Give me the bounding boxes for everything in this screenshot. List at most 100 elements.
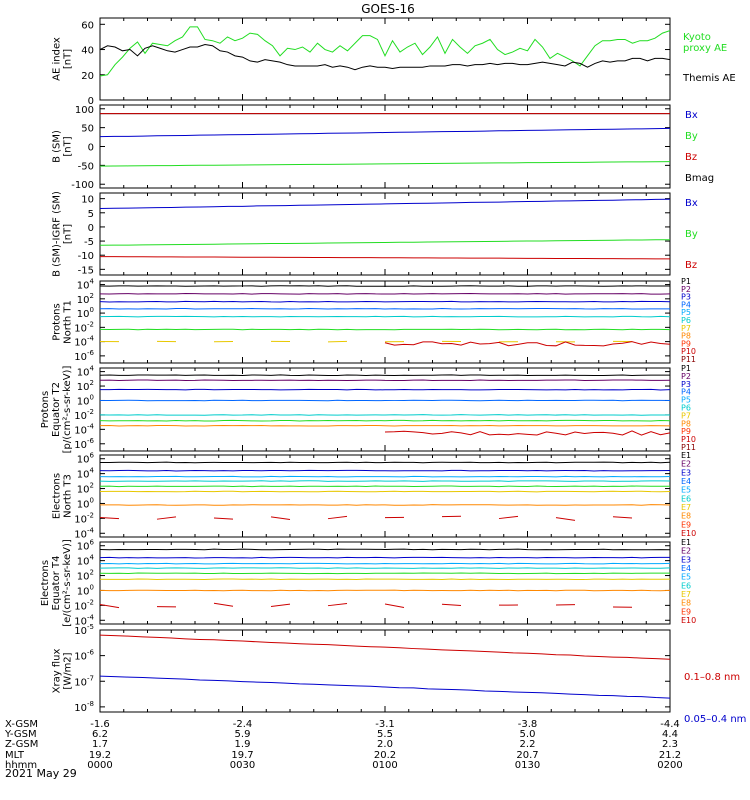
- x-cell: 5.9: [235, 729, 251, 740]
- y-tick-label: -50: [78, 161, 94, 172]
- series-group: [100, 285, 670, 347]
- y-tick-label: 10-2: [74, 320, 94, 334]
- series-group: [100, 113, 670, 167]
- y-tick-label: 102: [77, 482, 94, 496]
- legend-entry: Kyoto: [683, 32, 711, 43]
- panel-bigrf: B (SM)-IGRF (SM) [nT] 10 5 0 -5 -10 -15 Bx By Bz: [52, 191, 698, 277]
- y-axis-label: [nT]: [63, 224, 74, 244]
- series-line-P5: [100, 414, 670, 416]
- series-segment-E10: [327, 515, 348, 520]
- y-tick-label: 20: [81, 71, 94, 82]
- panel-frame: [99, 17, 671, 101]
- x-cell: 19.7: [231, 750, 253, 761]
- x-cell: 1.9: [235, 739, 251, 750]
- legend-E1: E1: [681, 451, 691, 460]
- y-axis-label: Electrons: [40, 560, 51, 606]
- legend-P2: P2: [681, 285, 691, 294]
- x-cell: 19.2: [89, 750, 111, 761]
- y-tick-label: -5: [84, 237, 94, 248]
- legend-P3: P3: [681, 380, 691, 389]
- legend-entry: Bmag: [685, 173, 714, 184]
- legend-P7: P7: [681, 324, 691, 333]
- series-group: [100, 198, 670, 260]
- y-axis-label: [nT]: [63, 136, 74, 156]
- legend-entry: 0.1–0.8 nm: [684, 672, 740, 683]
- legend-E4: E4: [681, 477, 691, 486]
- legend-E7: E7: [681, 590, 691, 599]
- x-row-label: MLT: [5, 750, 25, 761]
- x-cell: 0030: [230, 760, 255, 771]
- y-axis-label: [W/m2]: [63, 652, 74, 689]
- legend-P11: P11: [681, 355, 696, 364]
- series-line-P3: [100, 300, 670, 303]
- legend-entry: Themis AE: [682, 73, 736, 84]
- legend-P9: P9: [681, 427, 691, 436]
- series-line-P1: [100, 285, 670, 287]
- y-tick-label: 10-4: [74, 613, 94, 627]
- series-line-P6: [100, 328, 670, 331]
- series-line-Bx: [100, 198, 670, 210]
- legend-P10: P10: [681, 347, 696, 356]
- x-row-label: hhmm: [5, 760, 37, 771]
- x-cell: 20.7: [516, 750, 538, 761]
- y-tick-label: 100: [75, 105, 94, 116]
- x-cell: 0100: [372, 760, 397, 771]
- series-line-P1: [100, 374, 670, 377]
- plot-title: GOES-16: [361, 2, 415, 16]
- series-line-Themis AE: [100, 43, 670, 71]
- legend-entry: Bz: [685, 152, 697, 163]
- series-line-P10: [384, 430, 670, 436]
- series-line-E6: [100, 578, 670, 581]
- series-line-0.1-0.8 nm: [100, 634, 670, 660]
- legend-entry: Bx: [685, 198, 698, 209]
- panel-xray: Xray flux [W/m2] 10-5 10-6 10-7 10-8 0.1–0.8 n…: [52, 623, 747, 725]
- series-segment-E10: [100, 604, 120, 609]
- series-line-E7: [100, 504, 670, 506]
- legend-P1: P1: [681, 364, 691, 373]
- y-tick-label: -10: [78, 251, 94, 262]
- series-line-E3: [100, 562, 670, 565]
- y-tick-label: 10-4: [74, 335, 94, 349]
- y-tick-label: 100: [77, 306, 94, 320]
- series-line-P5: [100, 315, 670, 318]
- y-axis-label: AE index: [52, 37, 63, 81]
- series-segment-E10: [213, 517, 234, 520]
- panel-frame: [99, 192, 671, 276]
- panel-prote: Protons Equator T2 [p/(cm²-s-sr-keV)] 10410…: [40, 364, 696, 453]
- x-cell: -1.6: [90, 719, 110, 730]
- series-group: [100, 548, 670, 609]
- series-group: [100, 374, 670, 436]
- y-axis-label: North T3: [63, 474, 74, 518]
- x-cell: 4.4: [662, 729, 678, 740]
- legend-P5: P5: [681, 308, 691, 317]
- legend-P4: P4: [681, 300, 691, 309]
- legend-E6: E6: [681, 581, 691, 590]
- date-label: 2021 May 29: [5, 767, 77, 780]
- series-segment-E10: [327, 603, 348, 607]
- legend-E2: E2: [681, 547, 691, 556]
- series-line-E4: [100, 480, 670, 482]
- y-axis-label: [e/(cm²-s-sr-keV)]: [62, 539, 73, 627]
- series-line-E1: [100, 461, 670, 464]
- legend-P5: P5: [681, 396, 691, 405]
- legend-P1: P1: [681, 277, 691, 286]
- legend-entry: Bz: [685, 260, 697, 271]
- series-line-E5: [100, 485, 670, 488]
- series-segment-E10: [270, 516, 291, 520]
- y-axis-label: B (SM)-IGRF (SM): [52, 191, 63, 277]
- legend-P10: P10: [681, 435, 696, 444]
- series-line-P2: [100, 293, 670, 295]
- series-line-P8: [100, 424, 670, 427]
- y-axis-label: Electrons: [52, 473, 63, 519]
- y-tick-label: 10-2: [74, 511, 94, 525]
- x-cell: -2.4: [233, 719, 253, 730]
- panel-elecn: Electrons North T310610410210010-210-4E1E…: [52, 451, 697, 540]
- y-tick-label: 104: [77, 365, 95, 379]
- legend-entry: Bx: [685, 110, 698, 121]
- series-segment-E10: [100, 516, 120, 520]
- legend-P9: P9: [681, 339, 691, 348]
- legend-P8: P8: [681, 419, 691, 428]
- legend-entry: 0.05–0.4 nm: [684, 714, 746, 725]
